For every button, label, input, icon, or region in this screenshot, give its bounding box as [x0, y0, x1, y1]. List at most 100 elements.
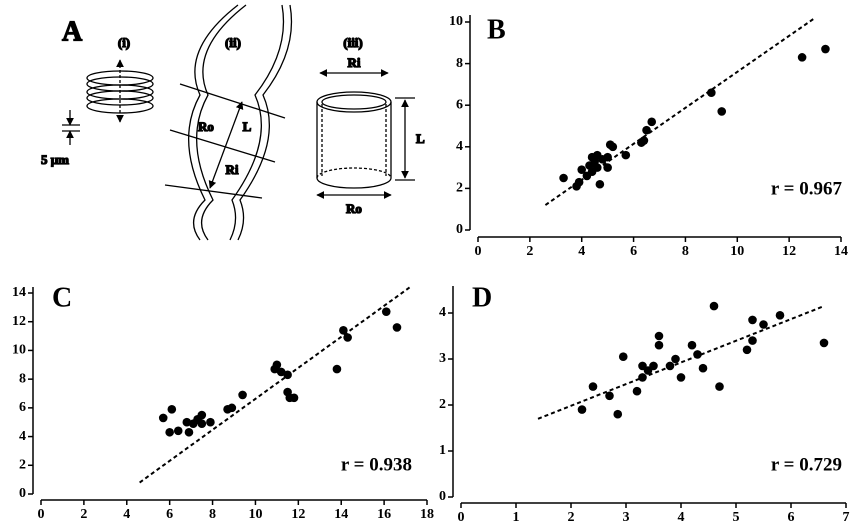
x-tick-label: 0	[458, 510, 465, 523]
dim-label: Ri	[348, 55, 361, 70]
x-tick-label: 7	[843, 510, 850, 523]
x-tick-label: 14	[334, 507, 348, 522]
data-point	[717, 107, 727, 116]
data-point	[332, 364, 342, 374]
dim-label: Ri	[226, 162, 239, 177]
x-tick-label: 4	[578, 244, 585, 259]
dim-label: L	[416, 131, 425, 146]
y-tick-label: 0	[456, 222, 463, 237]
trend-line	[537, 305, 825, 420]
x-tick-label: 6	[788, 510, 795, 523]
data-point	[238, 390, 247, 400]
data-point	[654, 340, 664, 350]
y-tick-label: 14	[12, 285, 26, 300]
data-point	[339, 326, 348, 335]
data-point	[819, 338, 829, 348]
ribbon	[187, 4, 239, 241]
data-point	[639, 136, 649, 145]
annotation: r = 0.938	[341, 454, 412, 475]
x-tick-label: 12	[782, 244, 796, 259]
annotation: r = 0.967	[771, 178, 843, 199]
x-tick-label: 4	[123, 507, 130, 522]
y-tick-label: 0	[439, 489, 446, 504]
y-tick-label: 4	[456, 139, 463, 154]
data-point	[647, 117, 657, 127]
data-point	[748, 315, 757, 325]
data-point	[276, 367, 286, 377]
x-tick-label: 6	[166, 507, 173, 522]
data-point	[698, 363, 708, 373]
data-point	[707, 88, 716, 98]
y-tick-label: 6	[19, 400, 26, 415]
x-tick-label: 4	[678, 510, 685, 523]
ribbon	[237, 4, 293, 241]
panel-label: A	[62, 16, 83, 47]
x-tick-label: 10	[248, 507, 262, 522]
cylinder-bottom	[316, 177, 392, 189]
x-tick-label: 16	[377, 507, 391, 522]
dim-label: Ro	[198, 119, 214, 134]
data-point	[671, 354, 680, 364]
data-point	[577, 405, 587, 414]
panel-label: D	[472, 282, 492, 313]
y-tick-label: 10	[449, 14, 463, 29]
section-line	[164, 184, 263, 199]
y-tick-label: 10	[12, 343, 26, 358]
data-point	[182, 417, 192, 427]
x-tick-label: 8	[209, 507, 216, 522]
trend-line	[544, 17, 816, 206]
cylinder-top	[321, 94, 387, 110]
data-point	[759, 320, 768, 329]
data-point	[283, 370, 292, 380]
coil	[86, 76, 154, 92]
data-point	[618, 352, 628, 362]
y-tick-label: 4	[19, 429, 26, 444]
x-tick-label: 8	[682, 244, 689, 259]
data-point	[654, 331, 664, 341]
data-point	[158, 413, 168, 423]
data-point	[797, 53, 807, 62]
x-tick-label: 10	[730, 244, 744, 259]
dim-label: Ro	[346, 201, 362, 216]
y-tick-label: 2	[19, 458, 26, 473]
x-tick-label: 18	[420, 507, 434, 522]
coil	[86, 90, 154, 106]
y-tick-label: 0	[19, 486, 26, 501]
panel-a: A (i) (ii) (iii) 5 μm Ro L Ri Ri	[40, 4, 426, 241]
x-tick-label: 5	[733, 510, 740, 523]
y-tick-label: 1	[439, 443, 446, 458]
data-point	[687, 340, 697, 350]
data-point	[165, 427, 174, 437]
part-label: (iii)	[343, 35, 363, 50]
data-point	[676, 373, 686, 382]
data-point	[588, 382, 598, 391]
scale-label: 5 μm	[41, 152, 69, 167]
coil	[86, 98, 154, 114]
x-tick-label: 6	[630, 244, 637, 259]
data-point	[592, 163, 602, 172]
data-point	[775, 311, 785, 320]
data-point	[632, 386, 642, 396]
data-point	[665, 361, 675, 371]
x-tick-label: 0	[475, 244, 482, 259]
y-tick-label: 2	[439, 397, 446, 412]
part-label: (i)	[118, 35, 130, 50]
annotation: r = 0.729	[771, 454, 842, 475]
y-tick-label: 8	[19, 371, 26, 386]
panel-label: B	[487, 14, 506, 45]
ribbon	[229, 4, 285, 241]
dim-label: L	[243, 119, 252, 134]
part-label: (ii)	[225, 35, 241, 50]
data-point	[381, 307, 391, 316]
data-point	[715, 382, 724, 391]
x-tick-label: 2	[568, 510, 575, 523]
data-point	[605, 391, 614, 401]
y-tick-label: 2	[456, 181, 463, 196]
data-point	[608, 142, 618, 152]
data-point	[167, 404, 177, 414]
y-tick-label: 3	[439, 351, 446, 366]
data-point	[742, 345, 752, 355]
data-point	[603, 163, 612, 172]
y-tick-label: 6	[456, 97, 463, 112]
